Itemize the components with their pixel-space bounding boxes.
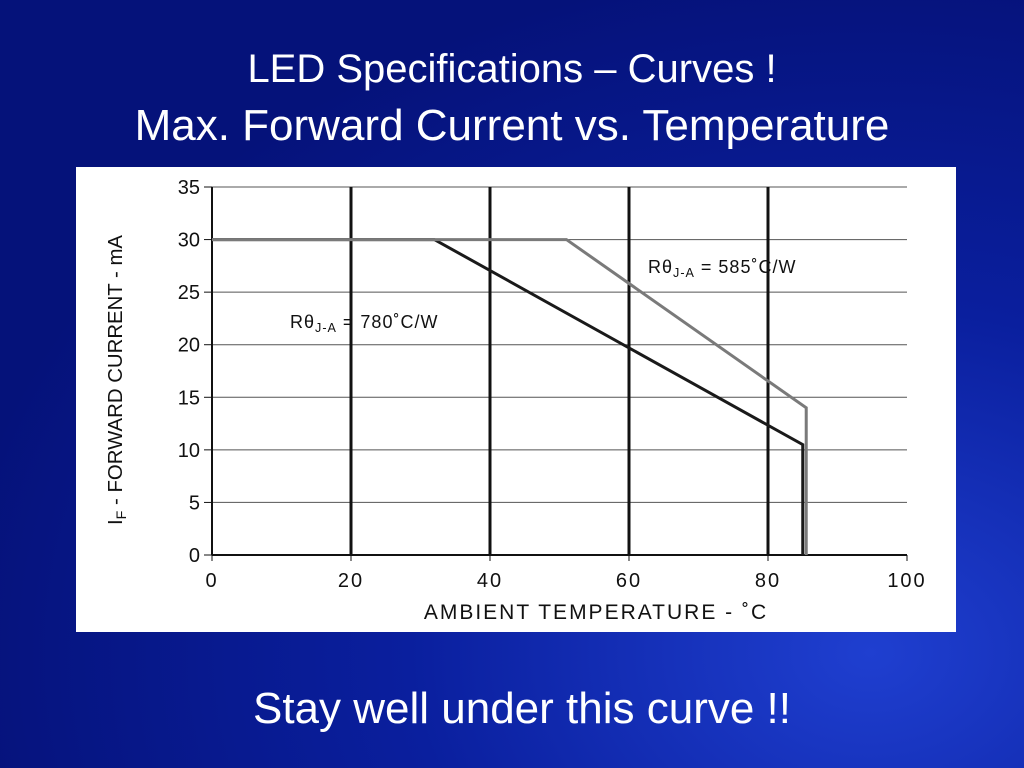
x-tick-label: 100	[887, 570, 926, 592]
title-line: Max. Forward Current vs. Temperature	[135, 101, 890, 150]
x-tick-label: 0	[205, 570, 218, 592]
x-tick-label: 40	[477, 570, 503, 592]
label-part: AMBIENT TEMPERATURE - ˚C	[424, 601, 768, 624]
y-tick-label: 10	[178, 440, 200, 462]
annotation: RθJ-A = 585˚C/W	[648, 257, 796, 280]
x-axis-label: AMBIENT TEMPERATURE - ˚C	[424, 601, 768, 624]
subscript: F	[113, 511, 129, 520]
line-series	[212, 238, 808, 555]
x-tick-label: 80	[755, 570, 781, 592]
subscript: J-A	[315, 321, 337, 335]
y-tick-label: 15	[178, 387, 200, 409]
y-tick-label: 30	[178, 230, 200, 252]
label-part: - FORWARD CURRENT - mA	[105, 234, 127, 510]
x-tick-label: 60	[616, 570, 642, 592]
label-part: I	[105, 519, 127, 525]
footer: Stay well under this curve !!	[253, 684, 791, 733]
x-tick-label: 20	[338, 570, 364, 592]
y-axis-label: IF - FORWARD CURRENT - mA	[105, 234, 129, 525]
y-tick-label: 35	[178, 177, 200, 199]
y-tick-label: 20	[178, 335, 200, 357]
chart-box	[76, 167, 956, 632]
annotation: RθJ-A = 780˚C/W	[290, 312, 438, 335]
y-tick-label: 0	[189, 545, 200, 567]
y-tick-label: 25	[178, 282, 200, 304]
subscript: J-A	[673, 266, 695, 280]
y-tick-label: 5	[189, 492, 200, 514]
title-line: LED Specifications – Curves !	[247, 47, 776, 91]
label-part: Rθ	[648, 257, 673, 277]
label-part: = 780˚C/W	[337, 312, 439, 332]
label-part: Rθ	[290, 312, 315, 332]
label-part: = 585˚C/W	[695, 257, 797, 277]
